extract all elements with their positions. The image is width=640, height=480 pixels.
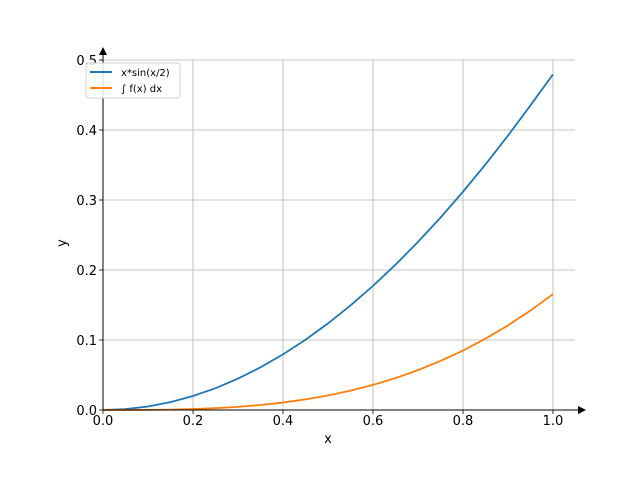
x-axis-arrow (578, 406, 586, 414)
x-tick-label: 0.2 (183, 414, 204, 429)
y-axis-arrow (99, 47, 107, 55)
x-tick-label: 0.0 (93, 414, 114, 429)
y-tick-label: 0.1 (76, 334, 97, 349)
legend-label-1: ∫ f(x) dx (121, 84, 162, 95)
legend: x*sin(x/2) ∫ f(x) dx (85, 62, 181, 99)
y-tick-label: 0.0 (76, 404, 97, 419)
x-tick-label: 1.0 (543, 414, 564, 429)
tick-labels: 0.0 0.2 0.4 0.6 0.8 1.00.00.10.20.30.40.5 (76, 54, 563, 429)
x-tick-label: 0.4 (273, 414, 294, 429)
legend-label-0: x*sin(x/2) (121, 68, 170, 79)
y-tick-label: 0.4 (76, 124, 97, 139)
x-tick-label: 0.8 (453, 414, 474, 429)
grid-lines (102, 59, 575, 411)
x-axis-label: x (324, 432, 332, 447)
y-tick-label: 0.3 (76, 194, 97, 209)
series-layer (102, 73, 554, 411)
axes (99, 47, 586, 414)
y-tick-label: 0.2 (76, 264, 97, 279)
series-line-1 (102, 293, 554, 411)
series-line-0 (102, 73, 554, 411)
x-tick-label: 0.6 (363, 414, 384, 429)
y-axis-label: y (55, 239, 70, 247)
